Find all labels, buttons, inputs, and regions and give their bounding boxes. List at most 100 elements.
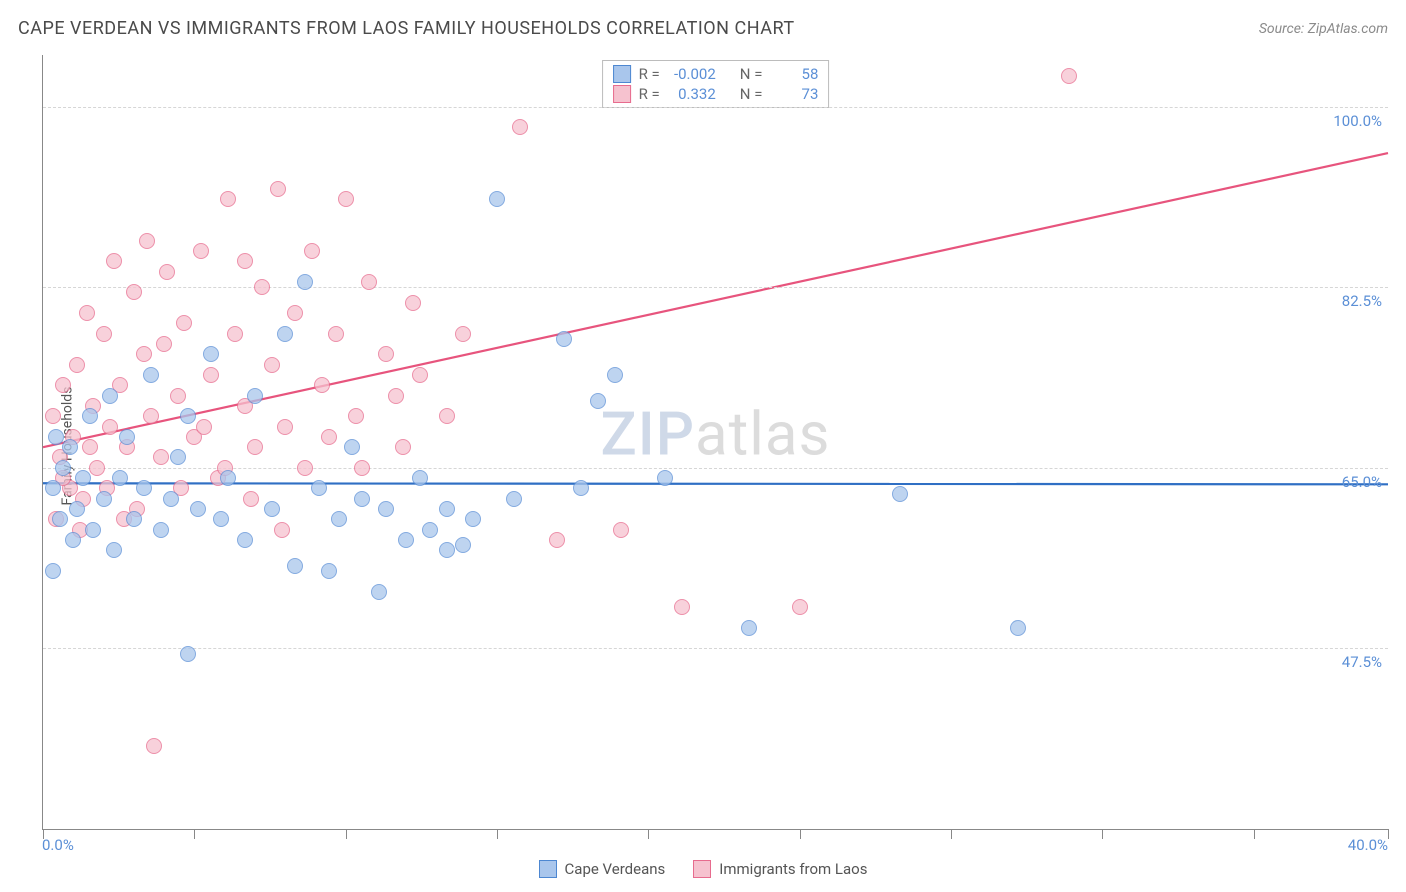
data-point: [237, 532, 253, 548]
data-point: [143, 408, 159, 424]
data-point: [136, 480, 152, 496]
swatch-blue-icon: [539, 860, 557, 878]
data-point: [674, 599, 690, 615]
data-point: [657, 470, 673, 486]
gridline: [43, 468, 1388, 469]
data-point: [75, 470, 91, 486]
data-point: [311, 480, 327, 496]
data-point: [590, 393, 606, 409]
y-tick-label: 82.5%: [1342, 292, 1382, 310]
data-point: [287, 305, 303, 321]
x-tick: [194, 829, 195, 839]
data-point: [112, 470, 128, 486]
data-point: [102, 388, 118, 404]
data-point: [1010, 620, 1026, 636]
data-point: [314, 377, 330, 393]
data-point: [892, 486, 908, 502]
data-point: [328, 326, 344, 342]
data-point: [62, 439, 78, 455]
data-point: [321, 563, 337, 579]
watermark: ZIPatlas: [601, 399, 831, 470]
swatch-blue-icon: [613, 65, 631, 83]
trend-lines-layer: [43, 55, 1388, 829]
x-tick: [800, 829, 801, 839]
data-point: [607, 367, 623, 383]
data-point: [45, 408, 61, 424]
data-point: [156, 336, 172, 352]
data-point: [354, 491, 370, 507]
data-point: [203, 346, 219, 362]
stats-row: R = 0.332 N = 73: [613, 85, 819, 103]
data-point: [55, 460, 71, 476]
data-point: [395, 439, 411, 455]
data-point: [243, 491, 259, 507]
data-point: [96, 491, 112, 507]
x-tick: [497, 829, 498, 839]
data-point: [287, 558, 303, 574]
data-point: [153, 522, 169, 538]
data-point: [106, 542, 122, 558]
x-tick-label: 40.0%: [1348, 836, 1388, 854]
data-point: [361, 274, 377, 290]
legend-label: Cape Verdeans: [565, 860, 666, 878]
x-tick: [1102, 829, 1103, 839]
legend-item: Immigrants from Laos: [693, 860, 867, 878]
stat-n-value: 58: [770, 65, 818, 83]
stat-r-value: -0.002: [668, 65, 716, 83]
data-point: [792, 599, 808, 615]
legend-label: Immigrants from Laos: [719, 860, 867, 878]
data-point: [126, 511, 142, 527]
data-point: [52, 511, 68, 527]
data-point: [227, 326, 243, 342]
data-point: [48, 429, 64, 445]
data-point: [69, 357, 85, 373]
data-point: [45, 563, 61, 579]
gridline: [43, 648, 1388, 649]
chart-plot-area: ZIPatlas R = -0.002 N = 58 R = 0.332 N =…: [42, 55, 1388, 830]
data-point: [79, 305, 95, 321]
data-point: [270, 181, 286, 197]
data-point: [96, 326, 112, 342]
data-point: [398, 532, 414, 548]
data-point: [119, 429, 135, 445]
data-point: [412, 367, 428, 383]
data-point: [455, 537, 471, 553]
x-tick-label: 0.0%: [42, 836, 74, 854]
stat-r-label: R =: [639, 85, 660, 103]
data-point: [388, 388, 404, 404]
data-point: [213, 511, 229, 527]
data-point: [220, 470, 236, 486]
data-point: [102, 419, 118, 435]
stat-r-value: 0.332: [668, 85, 716, 103]
data-point: [85, 522, 101, 538]
chart-header: CAPE VERDEAN VS IMMIGRANTS FROM LAOS FAM…: [18, 18, 1388, 39]
data-point: [354, 460, 370, 476]
x-tick: [951, 829, 952, 839]
data-point: [153, 449, 169, 465]
correlation-stats-box: R = -0.002 N = 58 R = 0.332 N = 73: [602, 60, 830, 108]
data-point: [489, 191, 505, 207]
data-point: [338, 191, 354, 207]
data-point: [549, 532, 565, 548]
data-point: [512, 119, 528, 135]
data-point: [126, 284, 142, 300]
swatch-pink-icon: [613, 85, 631, 103]
stat-n-label: N =: [740, 85, 763, 103]
data-point: [439, 408, 455, 424]
data-point: [297, 274, 313, 290]
data-point: [170, 388, 186, 404]
data-point: [556, 331, 572, 347]
stats-row: R = -0.002 N = 58: [613, 65, 819, 83]
data-point: [65, 532, 81, 548]
data-point: [82, 439, 98, 455]
x-tick: [648, 829, 649, 839]
data-point: [220, 191, 236, 207]
y-tick-label: 65.0%: [1342, 473, 1382, 491]
data-point: [422, 522, 438, 538]
series-legend: Cape Verdeans Immigrants from Laos: [0, 860, 1406, 878]
data-point: [247, 388, 263, 404]
data-point: [55, 377, 71, 393]
data-point: [264, 357, 280, 373]
data-point: [82, 408, 98, 424]
stat-n-value: 73: [770, 85, 818, 103]
